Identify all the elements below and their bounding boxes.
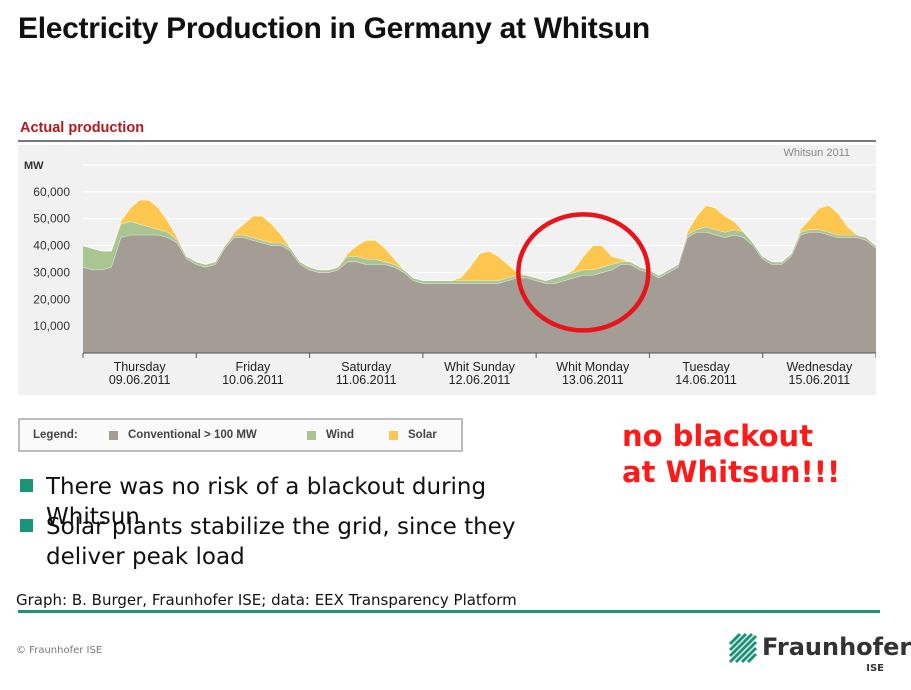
y-tick-label: 10,000 bbox=[33, 319, 70, 333]
highlight-circle bbox=[516, 212, 651, 333]
bullet-text: Solar plants stabilize the grid, since t… bbox=[46, 514, 516, 570]
callout-text: no blackout at Whitsun!!! bbox=[622, 418, 840, 490]
bullet-square-icon bbox=[20, 479, 33, 492]
slide-title: Electricity Production in Germany at Whi… bbox=[18, 12, 650, 45]
x-tick-label-date: 10.06.2011 bbox=[222, 373, 284, 387]
series-area-solar bbox=[83, 199, 876, 281]
legend-item-solar: Solar bbox=[389, 429, 437, 441]
x-tick-label-day: Tuesday bbox=[682, 360, 730, 374]
x-tick-label-date: 12.06.2011 bbox=[449, 373, 511, 387]
y-tick-label: 30,000 bbox=[33, 265, 70, 279]
callout-line-2: at Whitsun!!! bbox=[622, 455, 841, 489]
chart-annotation: Whitsun 2011 bbox=[784, 147, 850, 159]
bullet-square-icon bbox=[20, 519, 33, 532]
y-tick-label: 50,000 bbox=[33, 212, 70, 226]
x-tick-label-date: 14.06.2011 bbox=[675, 373, 737, 387]
bullet-text: There was no risk of a blackout during W… bbox=[46, 474, 487, 530]
chart-legend: Legend: Conventional > 100 MW Wind Solar bbox=[18, 418, 463, 452]
legend-item-conventional: Conventional > 100 MW bbox=[109, 429, 257, 441]
section-label: Actual production bbox=[20, 120, 145, 136]
legend-label-wind: Wind bbox=[326, 429, 354, 441]
y-tick-label: 20,000 bbox=[33, 292, 70, 306]
y-axis-unit: MW bbox=[24, 160, 44, 172]
legend-title: Legend: bbox=[33, 429, 78, 441]
legend-item-wind: Wind bbox=[307, 429, 354, 441]
series-edge-line bbox=[82, 199, 876, 281]
logo-subtitle: ISE bbox=[866, 663, 884, 674]
x-tick-label-date: 15.06.2011 bbox=[789, 373, 851, 387]
x-tick-label-date: 09.06.2011 bbox=[109, 373, 171, 387]
x-tick-label-day: Friday bbox=[236, 360, 271, 374]
chart-panel: 10,000 20,000 30,000 40,000 50,000 60,000 MW Wh… bbox=[18, 145, 876, 395]
x-tick-label-day: Wednesday bbox=[786, 360, 853, 374]
logo-wordmark: Fraunhofer bbox=[762, 633, 911, 661]
legend-label-solar: Solar bbox=[408, 429, 437, 441]
copyright-text: © Fraunhofer ISE bbox=[16, 645, 103, 656]
x-tick-label-day: Saturday bbox=[341, 360, 392, 374]
legend-swatch-solar bbox=[389, 430, 398, 440]
x-tick-label-day: Whit Sunday bbox=[444, 360, 516, 374]
bullet-item: There was no risk of a blackout during W… bbox=[20, 472, 580, 532]
source-credit: Graph: B. Burger, Fraunhofer ISE; data: … bbox=[16, 591, 517, 609]
x-tick-label-day: Thursday bbox=[114, 360, 167, 374]
series-area-conventional bbox=[83, 232, 876, 353]
fraunhofer-logo-icon bbox=[728, 630, 758, 664]
stacked-area-chart: 10,000 20,000 30,000 40,000 50,000 60,000 MW Wh… bbox=[24, 147, 876, 387]
x-tick-label-day: Whit Monday bbox=[556, 360, 630, 374]
callout-line-1: no blackout bbox=[622, 419, 814, 453]
legend-swatch-wind bbox=[307, 430, 316, 440]
footer-divider bbox=[18, 610, 880, 613]
y-tick-label: 40,000 bbox=[33, 239, 70, 253]
x-tick-label-date: 13.06.2011 bbox=[562, 373, 624, 387]
x-tick-label-date: 11.06.2011 bbox=[336, 373, 397, 387]
fraunhofer-logo: Fraunhofer ISE bbox=[728, 628, 911, 684]
legend-swatch-conventional bbox=[109, 430, 118, 440]
legend-label-conventional: Conventional > 100 MW bbox=[128, 429, 257, 441]
bullet-item: Solar plants stabilize the grid, since t… bbox=[20, 512, 580, 572]
section-divider bbox=[18, 140, 876, 142]
y-tick-label: 60,000 bbox=[33, 185, 70, 199]
